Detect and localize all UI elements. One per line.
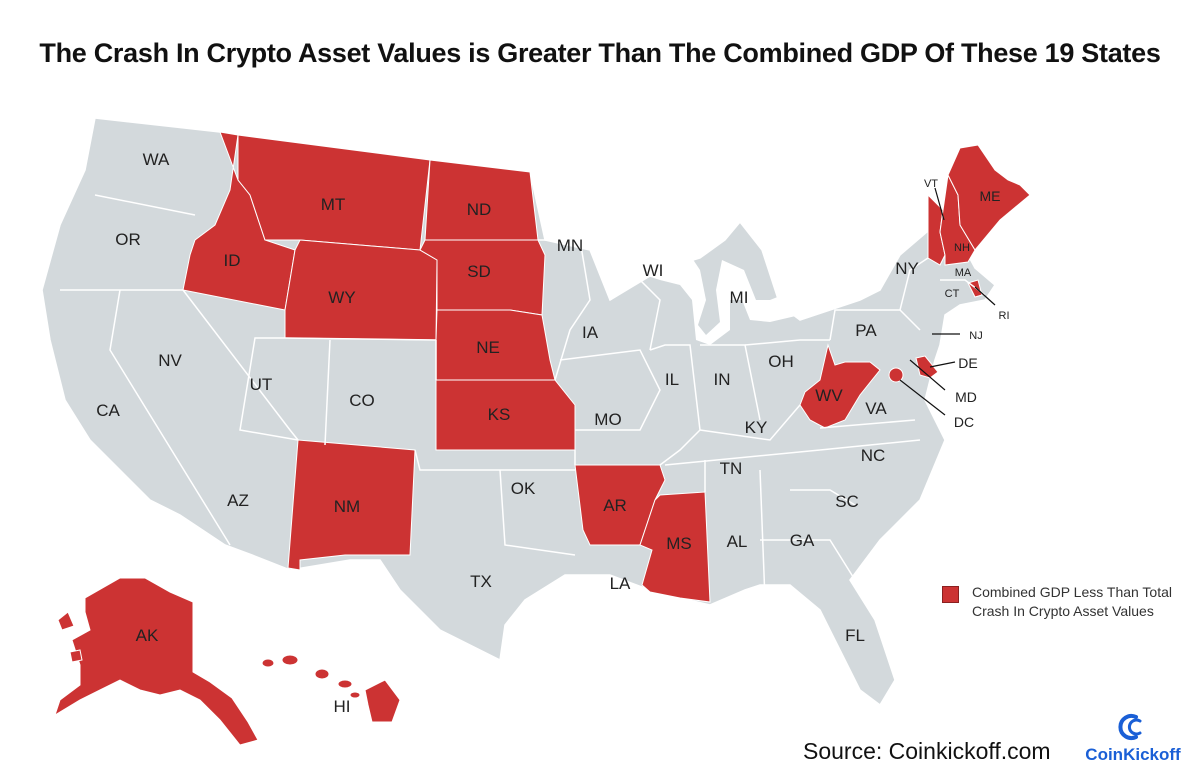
- label-nd: ND: [467, 200, 492, 219]
- coinkickoff-logo: CoinKickoff: [1078, 712, 1188, 767]
- legend-label: Combined GDP Less Than Total Crash In Cr…: [972, 584, 1173, 619]
- label-nh: NH: [954, 242, 970, 254]
- leader-lines: [899, 187, 996, 416]
- label-al: AL: [727, 532, 748, 551]
- state-maine: [947, 144, 1031, 251]
- state-hawaii: [261, 654, 401, 723]
- state-mississippi: [639, 491, 711, 603]
- label-ak: AK: [136, 626, 159, 645]
- label-dc: DC: [954, 414, 974, 430]
- source-credit: Source: Coinkickoff.com: [803, 738, 1051, 764]
- label-sc: SC: [835, 492, 859, 511]
- state-wyoming: [284, 239, 438, 341]
- state-dc: [888, 367, 904, 383]
- label-vt: VT: [924, 178, 938, 190]
- label-va: VA: [865, 399, 887, 418]
- label-ca: CA: [96, 401, 120, 420]
- coinkickoff-logo-icon: [1118, 714, 1142, 740]
- label-in: IN: [714, 370, 731, 389]
- label-co: CO: [349, 391, 375, 410]
- label-pa: PA: [855, 321, 877, 340]
- label-mn: MN: [557, 236, 583, 255]
- alaska-island-1: [57, 611, 75, 631]
- label-ms: MS: [666, 534, 692, 553]
- coinkickoff-logo-text: CoinKickoff: [1085, 745, 1181, 764]
- label-la: LA: [610, 574, 631, 593]
- label-nm: NM: [334, 497, 360, 516]
- great-lakes: [605, 252, 800, 345]
- state-new-mexico: [287, 439, 416, 571]
- label-ky: KY: [745, 418, 768, 437]
- label-oh: OH: [768, 352, 794, 371]
- label-mt: MT: [321, 195, 346, 214]
- alaska-island-2: [69, 649, 83, 663]
- label-or: OR: [115, 230, 141, 249]
- label-de: DE: [958, 355, 977, 371]
- label-ma: MA: [955, 267, 972, 279]
- state-montana: [237, 134, 431, 251]
- map-title: The Crash In Crypto Asset Values is Grea…: [39, 38, 1161, 68]
- label-id: ID: [224, 251, 241, 270]
- label-ne: NE: [476, 338, 500, 357]
- label-sd: SD: [467, 262, 491, 281]
- label-tx: TX: [470, 572, 492, 591]
- label-ny: NY: [895, 259, 919, 278]
- label-wa: WA: [143, 150, 170, 169]
- label-hi: HI: [334, 697, 351, 716]
- state-west-virginia: [799, 343, 881, 429]
- label-me: ME: [980, 188, 1001, 204]
- label-nj: NJ: [969, 330, 982, 342]
- label-tn: TN: [720, 459, 743, 478]
- label-az: AZ: [227, 491, 249, 510]
- label-nc: NC: [861, 446, 886, 465]
- state-labels: WA OR CA NV ID MT WY UT AZ CO NM ND SD N…: [96, 150, 1009, 716]
- label-ks: KS: [488, 405, 511, 424]
- label-ar: AR: [603, 496, 627, 515]
- label-ga: GA: [790, 531, 815, 550]
- label-fl: FL: [845, 626, 865, 645]
- label-il: IL: [665, 370, 679, 389]
- label-md: MD: [955, 389, 977, 405]
- label-ut: UT: [250, 375, 273, 394]
- label-ok: OK: [511, 479, 536, 498]
- state-kansas: [435, 379, 576, 451]
- highlighted-states: [54, 131, 1031, 746]
- state-alaska: [54, 577, 259, 746]
- label-wy: WY: [328, 288, 355, 307]
- label-ri: RI: [999, 310, 1010, 322]
- label-ct: CT: [945, 288, 960, 300]
- label-mo: MO: [594, 410, 621, 429]
- label-wi: WI: [643, 261, 664, 280]
- legend-swatch: [942, 586, 959, 603]
- state-delaware: [915, 355, 939, 379]
- label-nv: NV: [158, 351, 182, 370]
- label-wv: WV: [815, 386, 843, 405]
- label-ia: IA: [582, 323, 599, 342]
- label-mi: MI: [730, 288, 749, 307]
